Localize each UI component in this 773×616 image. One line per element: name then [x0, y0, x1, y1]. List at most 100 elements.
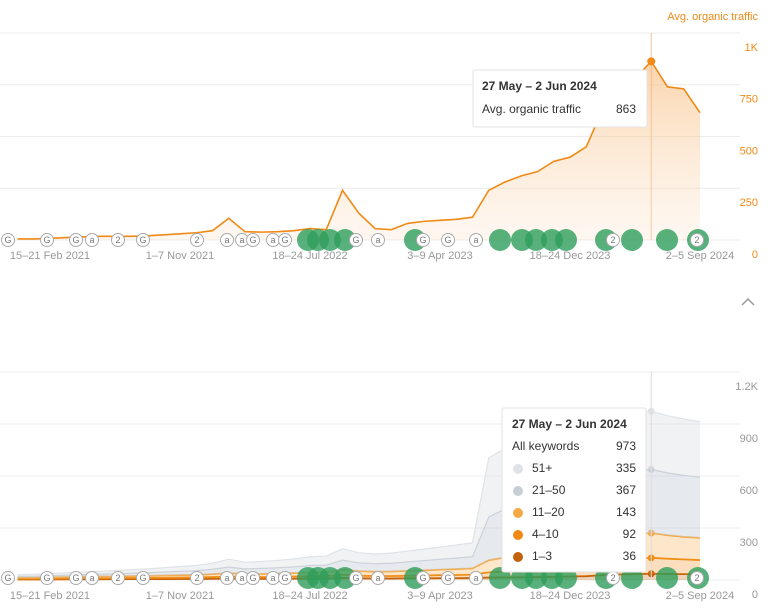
event-marker[interactable] [555, 229, 577, 251]
event-marker[interactable] [525, 229, 547, 251]
event-marker[interactable]: G [1, 233, 15, 247]
marker-label: G [419, 235, 426, 245]
event-marker[interactable]: a [85, 233, 99, 247]
x-tick-label: 2–5 Sep 2024 [666, 590, 735, 602]
event-marker[interactable]: a [266, 233, 280, 247]
event-marker[interactable] [489, 229, 511, 251]
marker-circle [278, 233, 292, 247]
event-marker[interactable]: 2 [190, 233, 204, 247]
event-marker[interactable]: a [371, 233, 385, 247]
event-marker[interactable]: a [220, 233, 234, 247]
event-marker[interactable]: 2 [606, 233, 620, 247]
event-marker[interactable] [334, 229, 356, 251]
marker-label: 2 [610, 235, 615, 245]
y-tick-label: 300 [740, 537, 758, 549]
y-tick-label: 0 [752, 589, 758, 601]
marker-circle [690, 233, 704, 247]
event-marker[interactable]: G [69, 233, 83, 247]
tooltip-value: 143 [616, 505, 636, 519]
marker-circle [690, 571, 704, 585]
legend-label: 4–10 [532, 527, 559, 541]
event-marker[interactable] [656, 229, 678, 251]
marker-label: a [473, 573, 478, 583]
y-tick-label: 900 [740, 433, 758, 445]
y-tick-label: 600 [740, 485, 758, 497]
marker-label: G [352, 573, 359, 583]
event-marker[interactable]: 2 [190, 571, 204, 585]
event-marker[interactable]: G [69, 571, 83, 585]
event-marker[interactable]: a [235, 233, 249, 247]
event-marker[interactable]: 2 [111, 571, 125, 585]
event-marker[interactable]: a [85, 571, 99, 585]
legend-label: 1–3 [532, 549, 552, 563]
marker-label: a [270, 573, 275, 583]
event-marker[interactable]: G [349, 571, 363, 585]
marker-label: a [270, 235, 275, 245]
event-marker[interactable]: G [40, 233, 54, 247]
event-marker[interactable]: 2 [690, 571, 704, 585]
event-marker[interactable]: G [441, 571, 455, 585]
event-marker[interactable]: G [136, 571, 150, 585]
event-marker[interactable]: G [416, 571, 430, 585]
tooltip: 27 May – 2 Jun 2024 Avg. organic traffic 8… [472, 69, 648, 128]
marker-label: G [352, 235, 359, 245]
legend-dot [513, 552, 523, 562]
event-marker[interactable]: a [469, 233, 483, 247]
event-marker[interactable]: 2 [606, 571, 620, 585]
marker-circle [469, 571, 483, 585]
marker-circle [85, 571, 99, 585]
event-marker[interactable]: a [371, 571, 385, 585]
marker-circle [349, 233, 363, 247]
y-tick-label: 1K [745, 42, 759, 54]
marker-circle [136, 233, 150, 247]
y-tick-label: 0 [752, 249, 758, 261]
event-marker[interactable] [656, 567, 678, 589]
event-marker[interactable]: 2 [690, 233, 704, 247]
marker-label: 2 [694, 573, 699, 583]
x-tick-label: 3–9 Apr 2023 [407, 590, 472, 602]
event-marker[interactable] [621, 229, 643, 251]
event-marker[interactable]: G [246, 233, 260, 247]
marker-circle [1, 233, 15, 247]
event-marker[interactable]: G [136, 233, 150, 247]
tooltip-total: 973 [616, 439, 636, 453]
x-tick-label: 3–9 Apr 2023 [407, 250, 472, 262]
event-marker[interactable]: a [469, 571, 483, 585]
marker-label: G [139, 573, 146, 583]
legend-dot [513, 464, 523, 474]
marker-circle [349, 571, 363, 585]
tooltip-total-label: All keywords [512, 439, 579, 453]
line [17, 60, 701, 240]
x-tick-label: 1–7 Nov 2021 [146, 250, 215, 262]
marker-circle [220, 571, 234, 585]
marker-label: G [281, 235, 288, 245]
legend-dot [513, 508, 523, 518]
event-marker[interactable]: G [1, 571, 15, 585]
event-marker[interactable]: 2 [111, 233, 125, 247]
event-marker[interactable]: G [349, 233, 363, 247]
tooltip-box [472, 69, 648, 128]
event-marker[interactable]: G [416, 233, 430, 247]
event-marker[interactable]: G [246, 571, 260, 585]
tooltip-box [501, 407, 647, 573]
event-marker[interactable]: G [278, 233, 292, 247]
event-marker[interactable]: a [266, 571, 280, 585]
tooltip-value: 92 [623, 527, 637, 541]
marker-label: G [72, 573, 79, 583]
marker-circle [416, 571, 430, 585]
series-label: Avg. organic traffic [667, 11, 758, 23]
event-marker[interactable] [334, 567, 356, 589]
marker-circle [371, 233, 385, 247]
marker-label: a [89, 573, 94, 583]
marker-circle [278, 571, 292, 585]
event-marker[interactable]: a [220, 571, 234, 585]
legend-label: 51+ [532, 461, 552, 475]
event-marker[interactable]: G [278, 571, 292, 585]
event-marker[interactable]: G [441, 233, 455, 247]
marker-label: a [224, 573, 229, 583]
marker-circle [69, 571, 83, 585]
x-tick-label: 2–5 Sep 2024 [666, 250, 735, 262]
event-marker[interactable]: G [40, 571, 54, 585]
collapse-caret[interactable] [741, 297, 755, 306]
marker-label: 2 [194, 235, 199, 245]
